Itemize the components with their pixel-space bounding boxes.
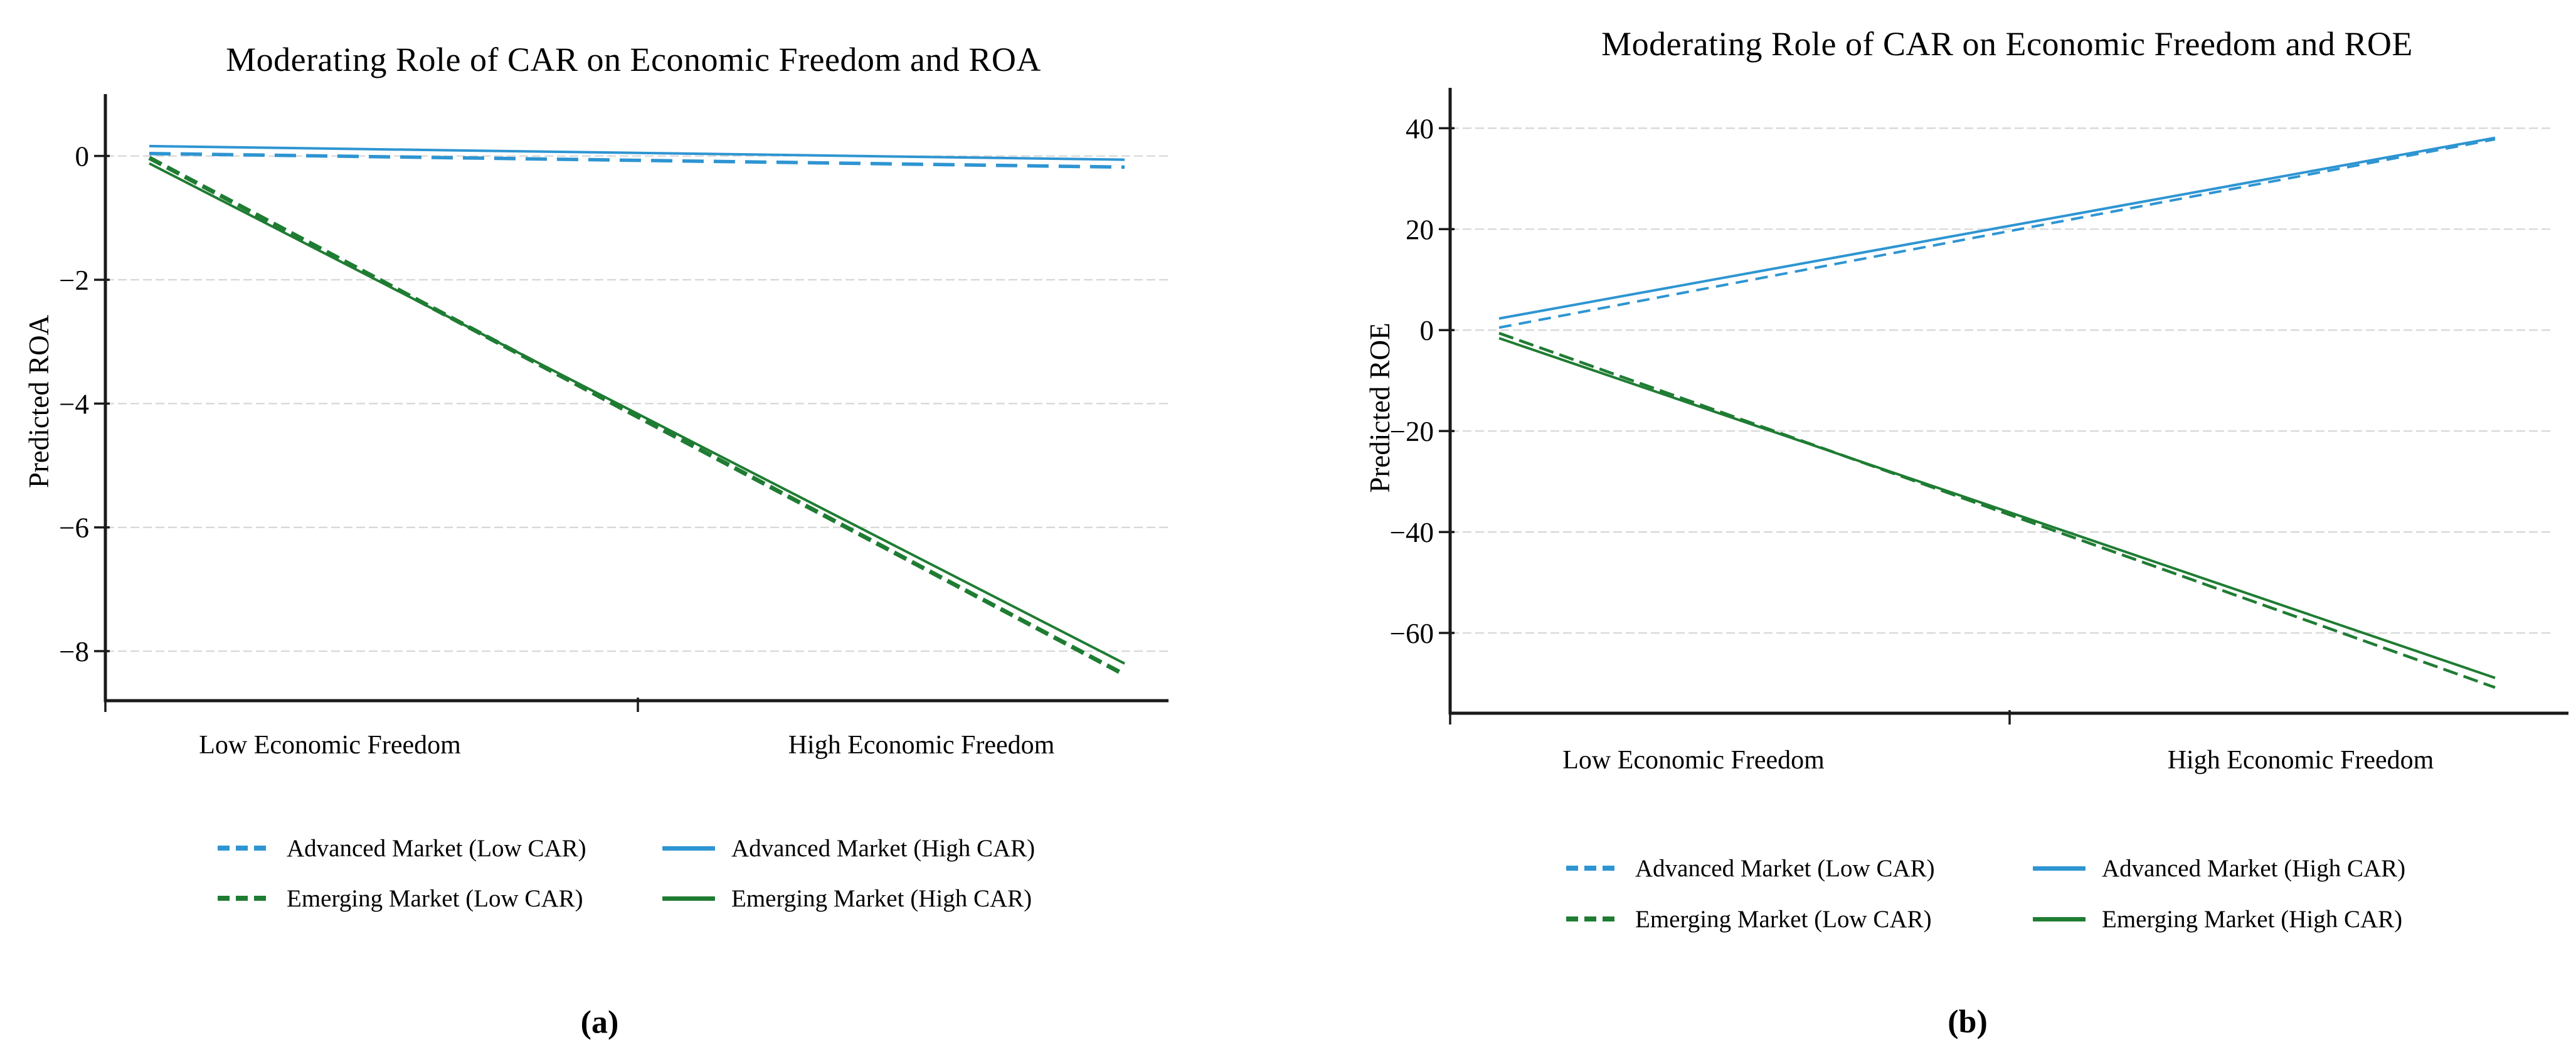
panel-b-y-axis-label: Predicted ROE	[1364, 322, 1396, 493]
y-tick-label: 0	[1420, 315, 1434, 346]
panel-b-x-label-high: High Economic Freedom	[2167, 746, 2434, 775]
legend-label: Emerging Market (High CAR)	[731, 884, 1032, 912]
series-line-emerging-market-low-car	[1498, 331, 2496, 689]
legend-item: Emerging Market (High CAR)	[662, 884, 1032, 913]
legend-label: Advanced Market (High CAR)	[731, 834, 1036, 862]
legend-label: Emerging Market (High CAR)	[2102, 905, 2403, 933]
legend-label: Emerging Market (Low CAR)	[1635, 905, 1932, 933]
legend-label: Emerging Market (Low CAR)	[287, 884, 583, 912]
legend-item: Emerging Market (High CAR)	[2033, 905, 2402, 933]
legend-label: Advanced Market (Low CAR)	[287, 834, 586, 862]
series-line-emerging-market-low-car	[148, 156, 1126, 677]
legend-label: Advanced Market (Low CAR)	[1635, 854, 1935, 882]
panel-a-y-axis-label: Predicted ROA	[23, 314, 55, 489]
legend-item: Emerging Market (Low CAR)	[1566, 905, 1932, 933]
dashed-blue-line-swatch	[1566, 866, 1619, 871]
y-tick-label: 20	[1406, 214, 1434, 245]
y-tick-label: −60	[1390, 618, 1434, 649]
dashed-blue-line-swatch	[218, 846, 270, 851]
panel-b-caption: (b)	[1948, 1004, 1988, 1040]
legend-item: Emerging Market (Low CAR)	[218, 884, 583, 913]
y-tick-label: −40	[1390, 517, 1434, 548]
y-tick-label: −4	[59, 388, 89, 420]
panel-a-caption: (a)	[580, 1004, 619, 1041]
y-tick-label: −8	[59, 636, 89, 667]
legend-item: Advanced Market (Low CAR)	[218, 834, 586, 863]
series-line-advanced-market-low-car	[1498, 138, 2496, 329]
series-line-emerging-market-high-car	[1498, 337, 2496, 679]
series-line-advanced-market-high-car	[149, 144, 1125, 161]
y-tick-label: −2	[59, 265, 89, 296]
y-tick-label: 40	[1406, 113, 1434, 144]
solid-green-line-swatch	[2033, 916, 2086, 921]
legend-item: Advanced Market (Low CAR)	[1566, 854, 1935, 883]
y-tick-label: 0	[75, 141, 90, 173]
dashed-green-line-swatch	[218, 896, 270, 901]
y-tick-label: −6	[59, 512, 89, 544]
panel-a-x-label-high: High Economic Freedom	[788, 731, 1055, 760]
series-line-advanced-market-low-car	[149, 151, 1125, 169]
legend-item: Advanced Market (High CAR)	[2033, 854, 2405, 883]
series-line-emerging-market-high-car	[149, 162, 1125, 665]
dashed-green-line-swatch	[1566, 916, 1619, 921]
panel-a-x-label-low: Low Economic Freedom	[199, 731, 461, 760]
solid-green-line-swatch	[662, 896, 715, 901]
panel-b-x-label-low: Low Economic Freedom	[1562, 746, 1825, 775]
solid-blue-line-swatch	[2033, 866, 2086, 871]
panel-b-title: Moderating Role of CAR on Economic Freed…	[1601, 25, 2413, 63]
legend-item: Advanced Market (High CAR)	[662, 834, 1035, 863]
series-line-advanced-market-high-car	[1498, 136, 2496, 320]
legend-label: Advanced Market (High CAR)	[2102, 854, 2406, 882]
solid-blue-line-swatch	[662, 846, 715, 851]
y-tick-label: −20	[1390, 416, 1434, 447]
panel-a-title: Moderating Role of CAR on Economic Freed…	[226, 41, 1041, 78]
